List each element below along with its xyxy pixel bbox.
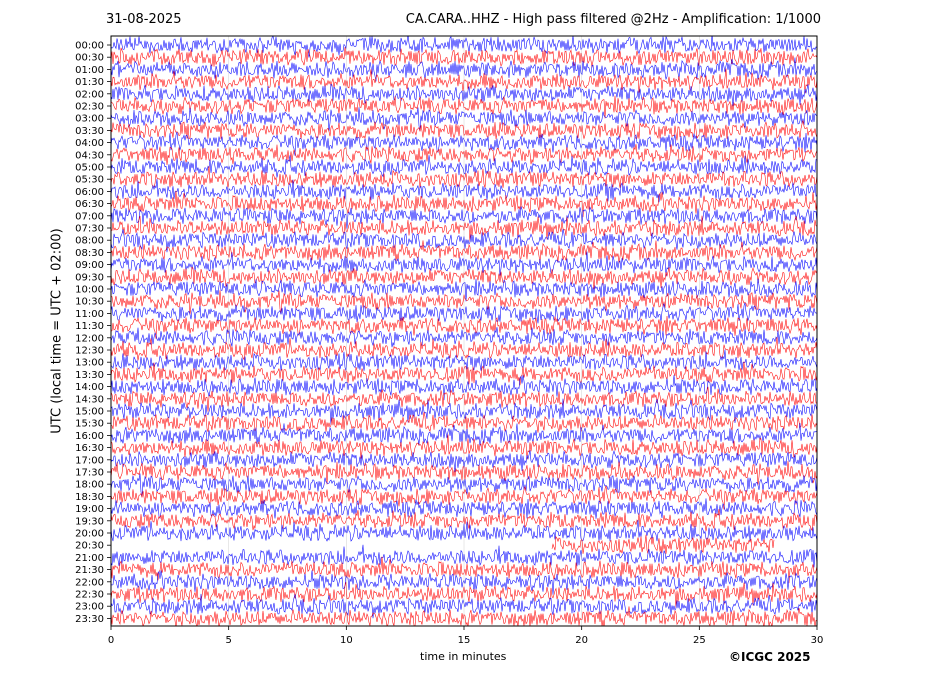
copyright-label: ©ICGC 2025 <box>729 650 811 664</box>
y-tick-label: 05:00 <box>75 163 104 174</box>
y-tick-label: 14:00 <box>75 382 104 393</box>
y-tick-label: 05:30 <box>75 175 104 186</box>
x-tick-label: 25 <box>693 635 706 646</box>
y-tick-label: 04:30 <box>75 150 104 161</box>
y-tick-label: 18:00 <box>75 480 104 491</box>
y-tick-label: 10:30 <box>75 297 104 308</box>
y-tick-label: 00:00 <box>75 41 104 52</box>
y-tick-label: 13:30 <box>75 370 104 381</box>
y-tick-label: 11:00 <box>75 309 104 320</box>
y-tick-label: 03:30 <box>75 126 104 137</box>
x-tick-label: 20 <box>575 635 588 646</box>
y-tick-label: 13:00 <box>75 358 104 369</box>
y-tick-label: 20:00 <box>75 529 104 540</box>
y-tick-label: 03:00 <box>75 114 104 125</box>
y-tick-label: 23:30 <box>75 614 104 625</box>
y-axis-label: UTC (local time = UTC + 02:00) <box>49 228 65 434</box>
y-tick-label: 06:30 <box>75 199 104 210</box>
y-tick-label: 12:30 <box>75 346 104 357</box>
y-tick-label: 18:30 <box>75 492 104 503</box>
y-tick-label: 07:30 <box>75 224 104 235</box>
y-tick-label: 21:00 <box>75 553 104 564</box>
y-tick-label: 08:30 <box>75 248 104 259</box>
y-tick-label: 04:00 <box>75 138 104 149</box>
y-tick-label: 09:30 <box>75 272 104 283</box>
x-tick-label: 0 <box>108 635 114 646</box>
y-tick-label: 17:00 <box>75 455 104 466</box>
chart-title: CA.CARA..HHZ - High pass filtered @2Hz -… <box>405 12 821 27</box>
y-tick-label: 16:30 <box>75 443 104 454</box>
x-tick-label: 5 <box>225 635 231 646</box>
y-tick-label: 01:30 <box>75 77 104 88</box>
y-tick-label: 19:30 <box>75 516 104 527</box>
y-tick-label: 21:30 <box>75 565 104 576</box>
y-tick-label: 20:30 <box>75 541 104 552</box>
y-tick-label: 15:00 <box>75 407 104 418</box>
x-axis-label: time in minutes <box>420 650 507 663</box>
y-tick-label: 02:00 <box>75 89 104 100</box>
y-tick-label: 01:00 <box>75 65 104 76</box>
trace-20:30 <box>551 534 775 554</box>
y-tick-label: 06:00 <box>75 187 104 198</box>
x-tick-label: 30 <box>811 635 824 646</box>
y-tick-label: 08:00 <box>75 236 104 247</box>
y-tick-label: 14:30 <box>75 394 104 405</box>
y-tick-label: 23:00 <box>75 602 104 613</box>
y-tick-label: 22:30 <box>75 590 104 601</box>
y-tick-label: 07:00 <box>75 211 104 222</box>
y-tick-label: 17:30 <box>75 468 104 479</box>
y-tick-label: 00:30 <box>75 53 104 64</box>
x-tick-label: 15 <box>458 635 471 646</box>
y-tick-label: 10:00 <box>75 285 104 296</box>
y-tick-label: 22:00 <box>75 577 104 588</box>
y-tick-label: 02:30 <box>75 102 104 113</box>
x-tick-label: 10 <box>340 635 353 646</box>
y-tick-label: 09:00 <box>75 260 104 271</box>
y-tick-label: 15:30 <box>75 419 104 430</box>
y-tick-label: 19:00 <box>75 504 104 515</box>
y-tick-label: 12:00 <box>75 333 104 344</box>
y-tick-label: 11:30 <box>75 321 104 332</box>
date-label: 31-08-2025 <box>106 12 182 27</box>
y-tick-label: 16:00 <box>75 431 104 442</box>
